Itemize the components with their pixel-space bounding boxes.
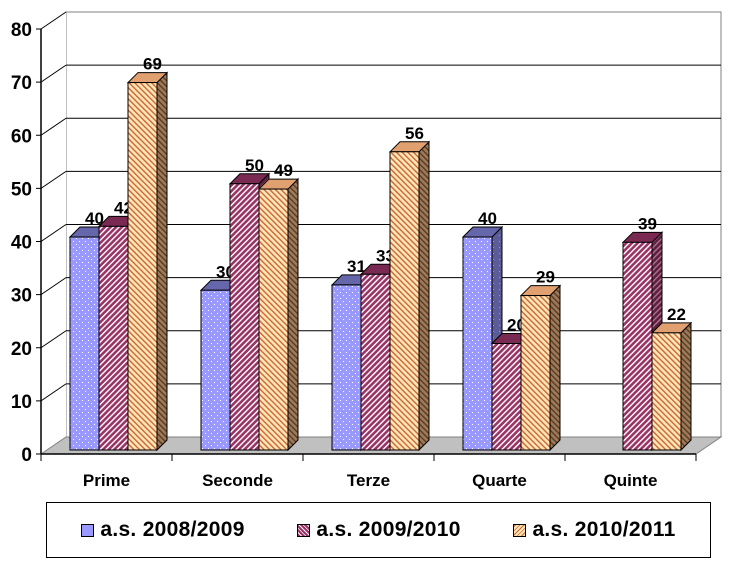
legend-swatch-blue-icon <box>81 523 95 537</box>
gridline-side <box>40 277 67 296</box>
legend-item-2010-2011: a.s. 2010/2011 <box>513 518 675 542</box>
x-tick-label: Prime <box>83 471 130 490</box>
y-tick-label: 50 <box>11 179 32 200</box>
y-tick-label: 20 <box>11 339 32 360</box>
legend-label: a.s. 2010/2011 <box>532 518 676 541</box>
data-label: 56 <box>405 124 424 143</box>
legend-swatch-purple-icon <box>297 523 311 537</box>
chart-legend: a.s. 2008/2009 a.s. 2009/2010 a.s. 2010/… <box>46 502 711 558</box>
x-tick-label: Quarte <box>472 471 527 490</box>
legend-item-2009-2010: a.s. 2009/2010 <box>297 518 460 542</box>
y-tick-label: 30 <box>11 286 32 307</box>
gridline-side <box>40 64 67 83</box>
data-label: 22 <box>667 305 686 324</box>
data-label: 39 <box>638 214 657 233</box>
legend-swatch-orange-icon <box>513 523 527 537</box>
gridline-side <box>40 11 67 30</box>
gridline-side <box>40 224 67 242</box>
bar <box>650 321 693 452</box>
legend-label: a.s. 2009/2010 <box>316 518 461 541</box>
gridline-side <box>40 330 67 349</box>
y-tick-label: 80 <box>11 20 32 41</box>
legend-label: a.s. 2008/2009 <box>100 518 245 541</box>
y-tick-label: 10 <box>11 392 32 413</box>
y-tick-label: 60 <box>11 126 32 147</box>
y-tick-label: 70 <box>11 73 32 94</box>
bar <box>257 177 300 452</box>
x-tick-label: Terze <box>347 471 390 490</box>
data-label: 49 <box>274 161 293 180</box>
data-label: 29 <box>536 268 555 287</box>
gridline-side <box>40 117 67 136</box>
bar <box>519 284 562 452</box>
x-tick-label: Quinte <box>604 471 658 490</box>
x-tick-label: Seconde <box>202 471 273 490</box>
bar <box>126 71 169 452</box>
data-label: 40 <box>478 209 497 228</box>
y-tick-label: 40 <box>11 233 32 254</box>
gridline-side <box>40 170 67 189</box>
bar <box>388 140 431 452</box>
y-tick-label: 0 <box>21 445 32 466</box>
data-label: 40 <box>85 209 104 228</box>
legend-item-2008-2009: a.s. 2008/2009 <box>81 518 244 542</box>
data-label: 50 <box>245 156 264 175</box>
data-label: 69 <box>143 55 162 74</box>
gridline-side <box>40 383 67 402</box>
data-label: 31 <box>347 257 366 276</box>
